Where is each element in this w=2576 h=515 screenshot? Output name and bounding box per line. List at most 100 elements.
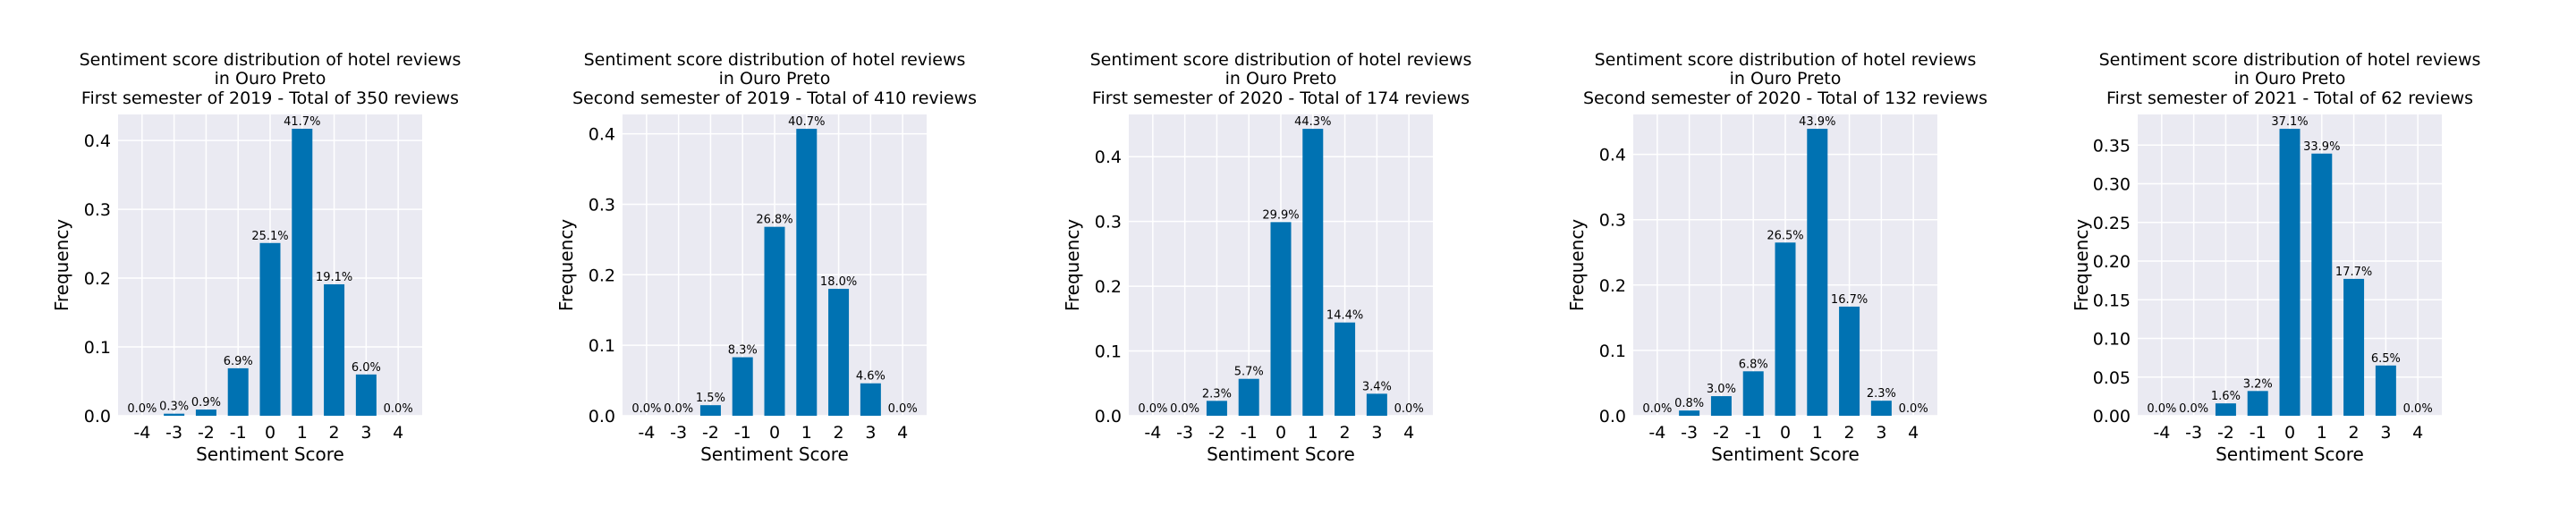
y-tick-label: 0.25 (2093, 214, 2131, 233)
data-label: 26.8% (756, 214, 792, 227)
bar (1270, 222, 1292, 416)
y-tick-label: 0.4 (589, 125, 615, 145)
data-label: 0.8% (1674, 397, 1704, 410)
x-tick-label: -1 (2250, 423, 2267, 443)
data-label: 18.0% (820, 275, 857, 289)
bar (1710, 396, 1732, 416)
chart-panel-4: 0.0% 0.8%3.0%6.8%26.5%43.9%16.7%2.3%0.0%0… (1566, 50, 1987, 465)
x-tick-label: 4 (897, 423, 908, 443)
y-tick-label: 0.4 (84, 131, 111, 151)
data-label: 14.4% (1326, 309, 1363, 323)
data-label: 26.5% (1767, 229, 1803, 242)
data-label: 33.9% (2303, 140, 2340, 154)
y-tick-label: 0.0 (84, 407, 111, 426)
chart-title-line-2: in Ouro Preto (1225, 69, 1337, 89)
x-axis-label: Sentiment Score (1207, 443, 1355, 465)
bar (1366, 393, 1387, 416)
data-label: 29.9% (1262, 208, 1299, 222)
bar (699, 405, 721, 416)
bar (732, 357, 753, 416)
data-label: 0.0% (2403, 402, 2433, 416)
bar (2279, 129, 2301, 416)
y-tick-label: 0.35 (2093, 136, 2131, 156)
data-label: 2.3% (1202, 387, 1232, 401)
x-tick-label: 3 (1371, 423, 1382, 443)
x-tick-label: -1 (1241, 423, 1258, 443)
x-tick-label: -2 (2217, 423, 2234, 443)
chart-title-line-1: Sentiment score distribution of hotel re… (1595, 50, 1977, 70)
x-tick-label: 2 (329, 423, 340, 443)
bar (2343, 278, 2365, 416)
chart-panel-3: 0.0% 0.0%2.3%5.7%29.9%44.3%14.4%3.4%0.0%0… (1062, 50, 1471, 465)
y-tick-label: 0.0 (1095, 407, 1122, 426)
bar (796, 129, 818, 417)
data-label: 40.7% (788, 115, 825, 129)
data-label: 41.7% (284, 115, 320, 129)
y-axis-label: Frequency (2071, 219, 2092, 311)
x-tick-label: 3 (2380, 423, 2391, 443)
x-tick-label: 0 (1780, 423, 1791, 443)
x-tick-label: -3 (1176, 423, 1193, 443)
bar (2215, 403, 2236, 416)
bar (1206, 401, 1227, 416)
bar (764, 226, 785, 416)
bar (324, 283, 345, 416)
x-tick-label: 1 (801, 423, 812, 443)
data-label: 0.9% (191, 396, 221, 409)
chart-title-line-1: Sentiment score distribution of hotel re… (1090, 50, 1472, 70)
y-tick-label: 0.2 (1599, 276, 1626, 296)
data-label: 0.0% (664, 402, 693, 416)
x-tick-label: 4 (393, 423, 403, 443)
chart-title-line-2: in Ouro Preto (215, 69, 326, 89)
y-tick-label: 0.15 (2093, 291, 2131, 310)
data-label: 0.0% (384, 402, 413, 416)
x-tick-label: 0 (769, 423, 780, 443)
data-label: 6.0% (352, 361, 381, 375)
x-tick-label: -4 (133, 423, 150, 443)
bar (227, 367, 249, 416)
chart-title-line-2: in Ouro Preto (1730, 69, 1842, 89)
data-label: 44.3% (1294, 115, 1331, 129)
chart-title-line-3: Second semester of 2019 - Total of 410 r… (572, 89, 977, 108)
data-label: 8.3% (728, 344, 758, 358)
x-tick-label: 4 (1908, 423, 1919, 443)
x-tick-label: -2 (1713, 423, 1730, 443)
data-label: 0.0% (2179, 402, 2208, 416)
y-tick-label: 0.3 (1599, 211, 1626, 231)
x-tick-label: 2 (1844, 423, 1855, 443)
chart-title-line-3: Second semester of 2020 - Total of 132 r… (1583, 89, 1987, 108)
data-label: 17.7% (2335, 266, 2372, 279)
bar (292, 129, 313, 416)
y-tick-label: 0.3 (1095, 213, 1122, 232)
bar (1238, 378, 1259, 416)
y-tick-label: 0.30 (2093, 175, 2131, 195)
bar (1839, 306, 1860, 416)
x-tick-label: 2 (834, 423, 844, 443)
x-tick-label: -4 (1144, 423, 1161, 443)
y-tick-label: 0.1 (1095, 342, 1122, 362)
y-tick-label: 0.3 (84, 200, 111, 220)
x-axis-label: Sentiment Score (700, 443, 849, 465)
x-tick-label: 1 (297, 423, 308, 443)
data-label: 0.0% (1899, 402, 1928, 416)
x-tick-label: -2 (702, 423, 719, 443)
chart-title-line-1: Sentiment score distribution of hotel re… (2099, 50, 2481, 70)
data-label: 0.0% (2147, 402, 2176, 416)
data-label: 5.7% (1234, 366, 1264, 379)
data-label: 0.0% (631, 402, 661, 416)
data-label: 43.9% (1799, 115, 1835, 129)
x-tick-label: -3 (165, 423, 182, 443)
data-label: 3.4% (1362, 380, 1392, 393)
chart-title-line-1: Sentiment score distribution of hotel re… (584, 50, 966, 70)
x-tick-label: 3 (1876, 423, 1886, 443)
data-label: 25.1% (251, 230, 288, 243)
y-tick-label: 0.2 (84, 269, 111, 289)
y-tick-label: 0.00 (2093, 407, 2131, 426)
data-label: 0.0% (1394, 402, 1424, 416)
bar (355, 374, 377, 416)
x-tick-label: -4 (1648, 423, 1665, 443)
data-label: 37.1% (2271, 115, 2308, 129)
x-axis-label: Sentiment Score (1711, 443, 1860, 465)
x-tick-label: -4 (2153, 423, 2170, 443)
